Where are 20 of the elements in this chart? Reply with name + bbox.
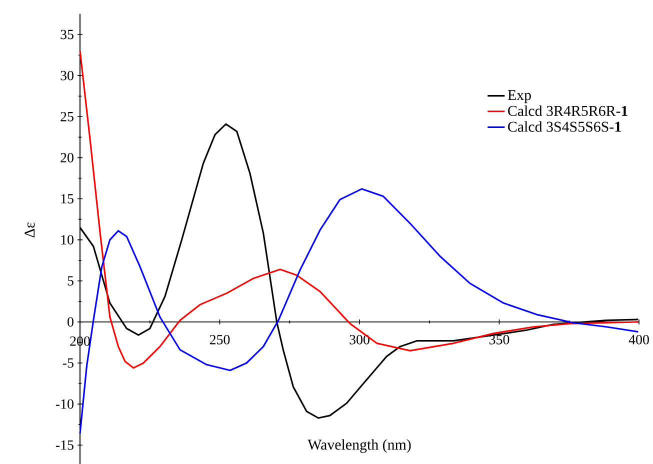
y-tick-label: 0	[68, 317, 74, 327]
x-tick-label: 400	[628, 334, 649, 344]
y-axis-title: Δε	[24, 222, 35, 238]
legend-label: Exp	[508, 90, 531, 104]
y-tick-label: 5	[68, 276, 74, 286]
y-tick-label: -15	[56, 440, 74, 450]
x-tick-label: 350	[489, 334, 510, 344]
x-tick-label: 300	[350, 334, 370, 344]
y-tick-label: -5	[62, 358, 74, 368]
y-tick-label: 35	[60, 30, 74, 40]
y-tick-label: 20	[60, 152, 74, 162]
y-tick-label: 15	[61, 194, 74, 204]
x-axis-title: Wavelength (nm)	[308, 439, 411, 453]
y-tick-label: 30	[60, 70, 74, 80]
legend-label: Calcd 3R4R5R6R-1	[508, 105, 628, 116]
y-tick-label: 10	[61, 235, 74, 245]
y-tick-label: 25	[60, 112, 74, 122]
legend-label: Calcd 3S4S5S6S-1	[508, 121, 621, 132]
x-tick-label: 250	[210, 334, 230, 344]
y-tick-label: -10	[56, 399, 74, 409]
